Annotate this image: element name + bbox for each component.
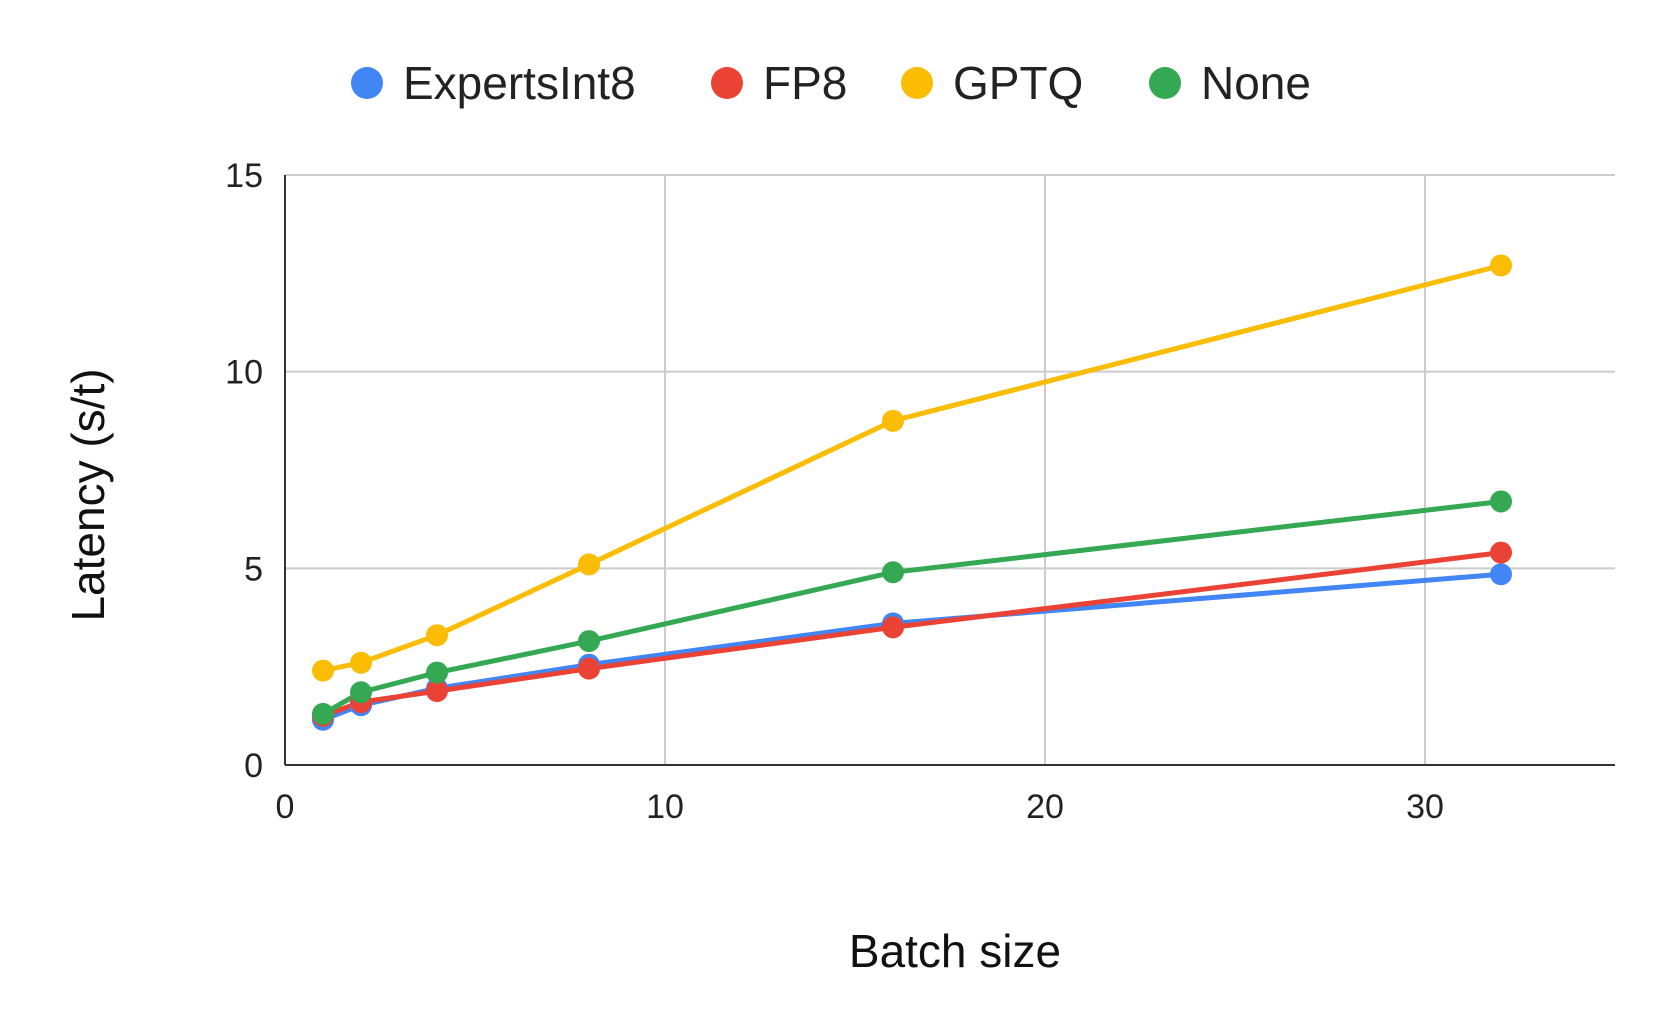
data-point-none (578, 630, 600, 653)
data-point-fp8 (1490, 541, 1512, 564)
legend-swatch-fp8 (711, 67, 743, 99)
data-point-gptq (312, 659, 334, 682)
x-tick-label: 20 (1026, 788, 1064, 826)
data-point-none (312, 702, 334, 725)
data-point-fp8 (882, 616, 904, 639)
data-point-none (426, 661, 448, 684)
y-tick-label: 5 (244, 550, 263, 588)
legend-swatch-gptq (901, 67, 933, 99)
legend-swatch-expertsint8 (351, 67, 383, 99)
data-point-none (350, 681, 372, 704)
data-point-gptq (882, 409, 904, 432)
legend: ExpertsInt8 FP8 GPTQ None (351, 57, 1311, 109)
x-tick-label: 10 (646, 788, 684, 826)
legend-swatch-none (1149, 67, 1181, 99)
legend-label-expertsint8: ExpertsInt8 (403, 57, 636, 109)
data-point-fp8 (578, 657, 600, 680)
gridlines (285, 174, 1615, 765)
x-tick-label: 0 (276, 788, 295, 826)
data-point-gptq (426, 624, 448, 647)
data-point-gptq (1490, 254, 1512, 277)
series-line-expertsint8 (322, 571, 1502, 723)
series-line-gptq (322, 263, 1502, 674)
data-point-gptq (578, 553, 600, 576)
data-point-none (1490, 490, 1512, 513)
data-point-none (882, 561, 904, 584)
y-tick-label: 0 (244, 747, 263, 785)
x-tick-label: 30 (1406, 788, 1444, 826)
data-point-expertsint8 (1490, 563, 1512, 586)
x-axis-title: Batch size (849, 925, 1061, 977)
y-tick-label: 10 (225, 354, 263, 392)
axes (284, 175, 1615, 766)
series-line-fp8 (322, 550, 1502, 719)
legend-label-none: None (1201, 57, 1311, 109)
y-axis-title: Latency (s/t) (62, 368, 114, 621)
legend-label-gptq: GPTQ (953, 57, 1083, 109)
data-point-fp8 (426, 680, 448, 703)
data-point-gptq (350, 651, 372, 674)
series-lines (312, 254, 1512, 731)
legend-label-fp8: FP8 (763, 57, 847, 109)
tick-labels: 0 5 10 15 0 10 20 30 (225, 157, 1444, 826)
y-tick-label: 15 (225, 157, 263, 195)
